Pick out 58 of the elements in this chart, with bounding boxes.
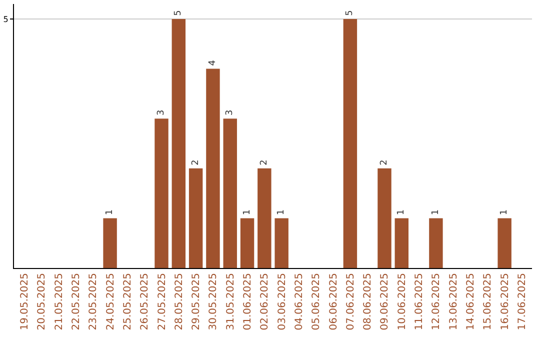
x-tick-label: 11.06.2025	[414, 273, 426, 330]
data-label: 1	[276, 209, 287, 216]
bar	[172, 18, 186, 268]
x-tick-label: 27.05.2025	[156, 273, 168, 330]
x-tick-label: 06.06.2025	[328, 273, 340, 330]
x-tick-label: 30.05.2025	[208, 273, 220, 330]
x-tick-label: 04.06.2025	[294, 273, 305, 330]
x-tick-label: 26.05.2025	[140, 273, 151, 330]
bar	[378, 168, 392, 268]
x-tick-label: 24.05.2025	[105, 273, 116, 330]
data-label: 1	[105, 209, 116, 216]
x-tick-label: 22.05.2025	[71, 273, 82, 330]
x-tick-label: 08.06.2025	[362, 273, 374, 330]
bar	[498, 218, 512, 268]
data-label: 5	[174, 10, 184, 16]
bar	[258, 168, 272, 268]
data-label: 1	[430, 209, 441, 216]
x-tick-label: 10.06.2025	[396, 273, 408, 330]
x-tick-label: 15.06.2025	[482, 273, 494, 330]
x-tick-label: 13.06.2025	[448, 273, 460, 330]
x-tick-label: 20.05.2025	[36, 273, 48, 330]
x-tick-label: 19.05.2025	[20, 273, 31, 330]
x-tick-label: 09.06.2025	[380, 273, 391, 330]
data-label: 1	[396, 209, 407, 216]
x-tick-label: 01.06.2025	[242, 273, 254, 330]
data-label: 2	[190, 160, 201, 166]
bar	[154, 118, 168, 268]
data-label: 2	[379, 160, 390, 166]
x-tick-label: 14.06.2025	[466, 273, 476, 330]
x-tick-label: 23.05.2025	[88, 273, 100, 330]
x-tick-label: 25.05.2025	[122, 273, 134, 330]
data-label: 2	[259, 160, 270, 166]
data-label: 4	[208, 60, 218, 66]
x-tick-label: 28.05.2025	[174, 273, 185, 330]
bar	[223, 118, 237, 268]
x-tick-label: 03.06.2025	[276, 273, 288, 330]
x-tick-label: 21.05.2025	[54, 273, 65, 330]
x-tick-label: 31.05.2025	[225, 273, 236, 330]
bar	[274, 218, 288, 268]
bar	[188, 168, 203, 268]
x-tick-label: 12.06.2025	[431, 273, 442, 330]
data-label: 3	[225, 110, 236, 116]
bar	[394, 218, 408, 268]
x-tick-label: 07.06.2025	[345, 273, 356, 330]
data-label: 1	[500, 209, 510, 216]
bar	[343, 18, 358, 268]
x-tick-label: 16.06.2025	[500, 273, 511, 330]
x-tick-label: 29.05.2025	[191, 273, 202, 330]
x-tick-label: 05.06.2025	[311, 273, 322, 330]
bar	[103, 218, 117, 268]
x-tick-label: 02.06.2025	[260, 273, 271, 330]
data-label: 5	[345, 10, 356, 16]
x-tick-label: 17.06.2025	[516, 273, 528, 330]
bar	[206, 68, 220, 268]
bar	[240, 218, 254, 268]
data-label: 1	[242, 209, 252, 216]
data-label: 3	[156, 110, 167, 116]
bar	[429, 218, 443, 268]
